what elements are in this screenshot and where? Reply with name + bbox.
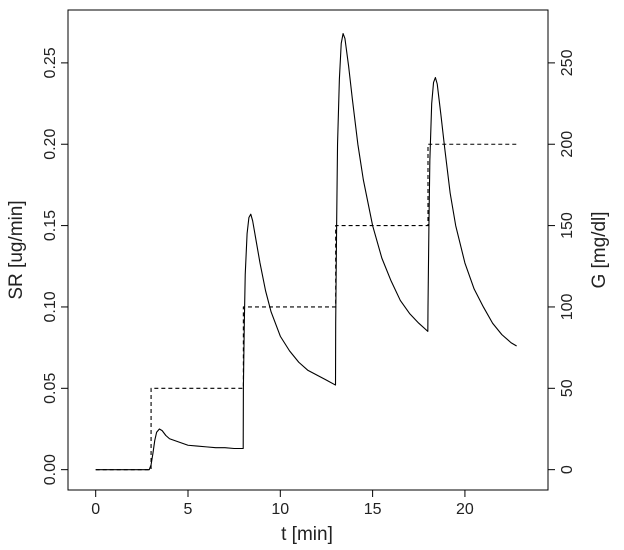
x-tick-label: 5 bbox=[184, 501, 193, 518]
x-axis-ticks: 0 5 10 15 20 bbox=[91, 490, 474, 518]
series-layer bbox=[95, 33, 517, 471]
x-tick-label: 20 bbox=[456, 501, 474, 518]
y2-tick-label: 250 bbox=[559, 49, 576, 76]
series-sr-line bbox=[95, 33, 517, 471]
y2-axis-label: G [mg/dl] bbox=[589, 211, 610, 288]
y-tick-label: 0.15 bbox=[42, 210, 59, 241]
x-tick-label: 10 bbox=[271, 501, 289, 518]
y-tick-label: 0.05 bbox=[42, 373, 59, 404]
x-tick-label: 15 bbox=[364, 501, 382, 518]
x-axis-label: t [min] bbox=[281, 524, 333, 545]
y2-tick-label: 100 bbox=[559, 294, 576, 321]
y2-tick-label: 0 bbox=[559, 465, 576, 474]
y-axis-label: SR [ug/min] bbox=[6, 200, 27, 299]
plot-frame bbox=[67, 9, 549, 491]
y-tick-label: 0.10 bbox=[42, 291, 59, 322]
y-tick-label: 0.20 bbox=[42, 129, 59, 160]
y2-tick-label: 200 bbox=[559, 131, 576, 158]
y2-tick-label: 50 bbox=[559, 379, 576, 397]
y-axis-ticks: 0.00 0.05 0.10 0.15 0.20 0.25 bbox=[42, 47, 68, 485]
y-tick-label: 0.00 bbox=[42, 454, 59, 485]
y-tick-label: 0.25 bbox=[42, 47, 59, 78]
x-tick-label: 0 bbox=[91, 501, 100, 518]
y2-axis-ticks: 0 50 100 150 200 250 bbox=[548, 49, 576, 474]
series-g-line bbox=[95, 143, 517, 471]
y2-tick-label: 150 bbox=[559, 212, 576, 239]
